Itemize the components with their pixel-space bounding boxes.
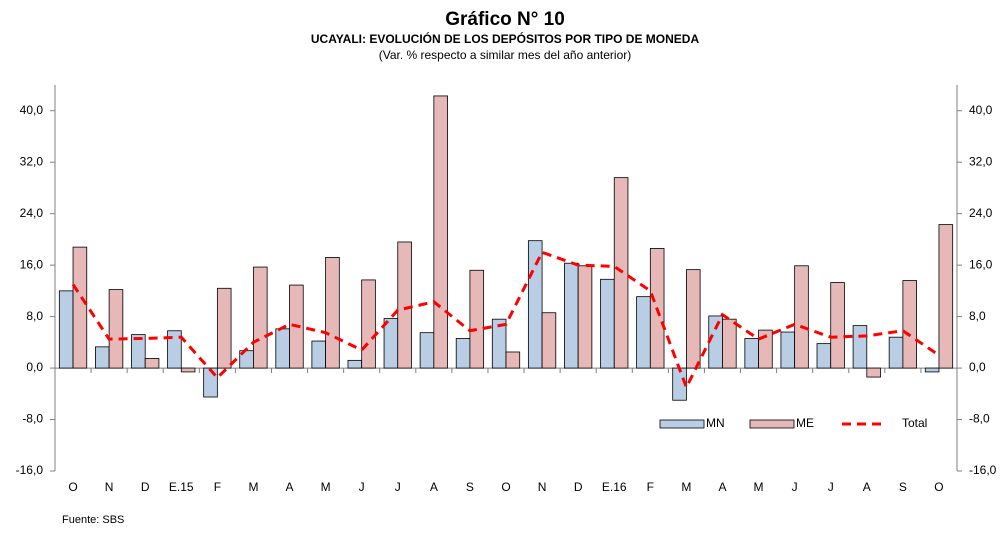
bar [347, 359, 363, 369]
bar [144, 358, 160, 369]
x-tick-label: N [105, 480, 114, 494]
x-tick-label: D [574, 480, 583, 494]
chart-source: Fuente: SBS [62, 514, 124, 526]
bar [600, 278, 615, 369]
x-tick-label: E.15 [169, 480, 194, 494]
chart-subtitle: UCAYALI: EVOLUCIÓN DE LOS DEPÓSITOS POR … [311, 31, 700, 46]
x-tick-label: O [501, 480, 510, 494]
bar [541, 312, 557, 369]
bar [564, 262, 579, 369]
x-tick-label: M [248, 480, 258, 494]
x-tick-label: F [214, 480, 221, 494]
legend-swatch [749, 419, 795, 429]
bar [888, 336, 904, 369]
legend-label: MN [706, 416, 725, 430]
y2-tick-label: 32,0 [969, 154, 993, 168]
bar [275, 328, 290, 369]
bar [253, 266, 268, 369]
bar [325, 257, 340, 369]
bar [383, 318, 399, 369]
y-tick-label: 24,0 [20, 206, 44, 220]
y-tick-label: -16,0 [16, 463, 44, 477]
bar [830, 282, 845, 369]
chart-note: (Var. % respecto a similar mes del año a… [379, 48, 632, 62]
y2-tick-label: -8,0 [969, 412, 990, 426]
legend-label: ME [796, 416, 814, 430]
x-tick-label: M [681, 480, 691, 494]
bar [636, 296, 651, 369]
bar [852, 325, 868, 369]
y2-tick-label: 40,0 [969, 103, 993, 117]
bar [686, 269, 701, 369]
bar [108, 289, 124, 369]
bar [469, 269, 485, 369]
bar [780, 331, 796, 369]
x-tick-label: O [934, 480, 943, 494]
y-tick-label: 40,0 [20, 103, 44, 117]
bar [708, 315, 723, 369]
bar [58, 290, 74, 369]
y-tick-label: 32,0 [20, 154, 44, 168]
y2-tick-label: -16,0 [969, 463, 997, 477]
bar [505, 351, 521, 369]
line [71, 250, 940, 392]
x-tick-label: M [321, 480, 331, 494]
bar [866, 367, 881, 378]
x-tick-label: J [792, 480, 798, 494]
legend-label: Total [902, 416, 927, 430]
x-tick-label: M [754, 480, 764, 494]
bar [577, 265, 593, 369]
x-tick-label: J [828, 480, 834, 494]
y-tick-label: -8,0 [22, 412, 43, 426]
bar [361, 279, 376, 369]
chart-title: Gráfico N° 10 [445, 9, 565, 30]
bar [72, 246, 88, 369]
bar [744, 338, 759, 369]
bar [722, 318, 737, 369]
bar [758, 329, 773, 369]
legend-swatch [659, 419, 705, 429]
y2-tick-label: 16,0 [969, 257, 993, 271]
bar [216, 287, 232, 369]
bar [902, 280, 917, 369]
y2-tick-label: 0,0 [969, 360, 986, 374]
bar [131, 334, 146, 369]
y2-tick-label: 8,0 [969, 309, 986, 323]
x-tick-label: O [68, 480, 77, 494]
bar [433, 95, 448, 369]
x-tick-label: A [718, 480, 726, 494]
x-tick-label: N [538, 480, 547, 494]
y-tick-label: 0,0 [26, 360, 43, 374]
y-tick-label: 16,0 [20, 257, 44, 271]
bar [203, 367, 218, 398]
x-tick-label: E.16 [602, 480, 627, 494]
bar [816, 343, 832, 369]
x-tick-label: S [899, 480, 907, 494]
y2-tick-label: 24,0 [969, 206, 993, 220]
bar [491, 318, 507, 369]
bar [180, 367, 196, 373]
x-tick-label: A [863, 480, 871, 494]
x-tick-label: A [430, 480, 438, 494]
x-tick-label: D [141, 480, 150, 494]
bar [794, 265, 809, 369]
y-tick-label: 8,0 [26, 309, 43, 323]
x-tick-label: S [466, 480, 474, 494]
x-tick-label: J [359, 480, 365, 494]
bar [938, 224, 954, 369]
bar [419, 332, 435, 369]
bar [924, 367, 940, 373]
bar [455, 338, 471, 369]
bar [527, 240, 543, 369]
x-tick-label: F [647, 480, 654, 494]
bar [167, 330, 182, 369]
bar [95, 346, 110, 369]
x-tick-label: A [286, 480, 294, 494]
bar [397, 241, 412, 369]
x-tick-label: J [395, 480, 401, 494]
bar [311, 340, 326, 369]
